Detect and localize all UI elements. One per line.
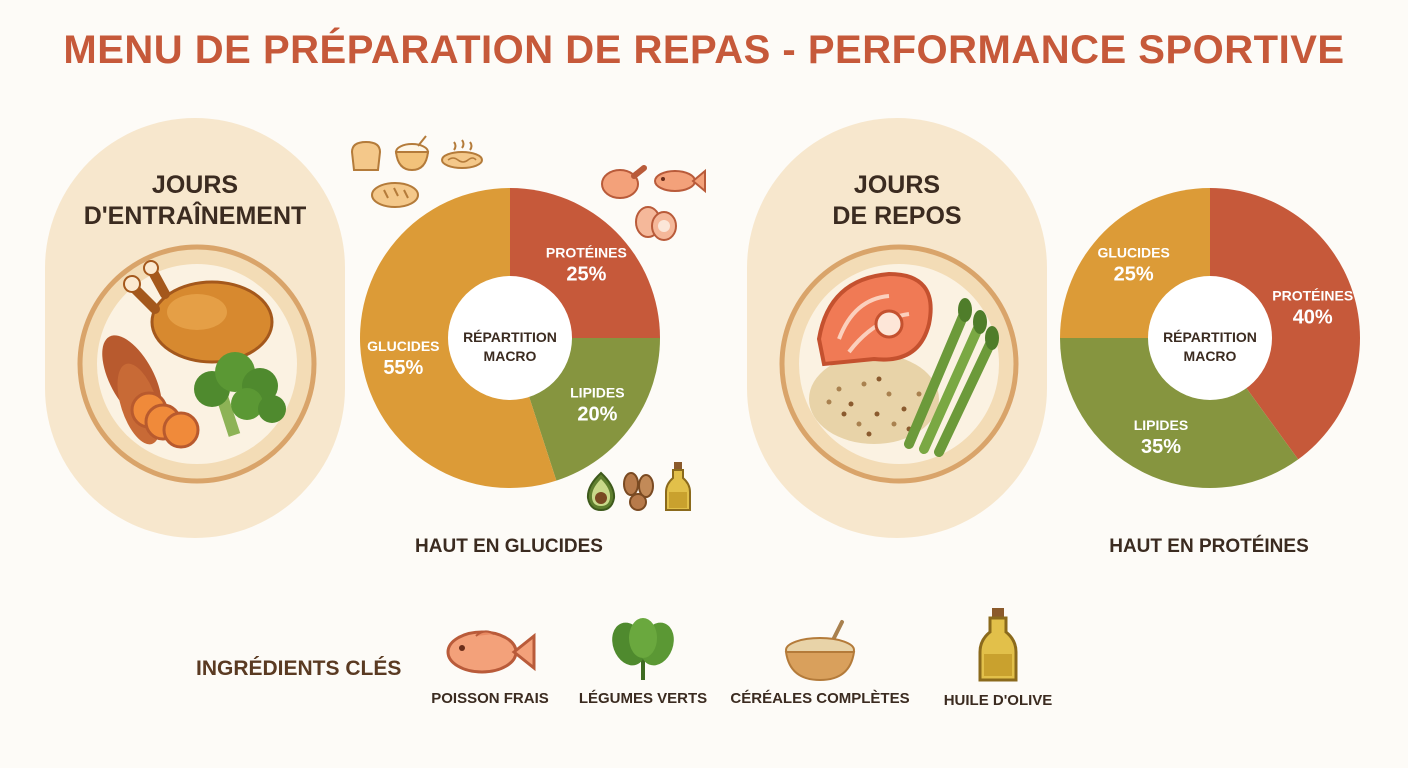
rest-title: JOURS DE REPOS — [747, 170, 1047, 232]
ingredient-item: CÉRÉALES COMPLÈTES — [720, 618, 920, 707]
noodles-icon — [441, 139, 483, 169]
rest-macro-chart: RÉPARTITION MACRO PROTÉINES 40% LIPIDES 35%… — [1060, 188, 1360, 488]
quinoa-icon — [809, 354, 939, 444]
slice-category-label: LIPIDES — [570, 384, 624, 400]
slice-category-label: LIPIDES — [1134, 417, 1188, 433]
ingredient-item: POISSON FRAIS — [390, 618, 590, 707]
rest-plate — [779, 244, 1019, 484]
training-title-line2: D'ENTRAÎNEMENT — [83, 202, 307, 230]
training-center-line1: RÉPARTITION — [463, 329, 557, 345]
chicken-leg-icon — [601, 165, 647, 199]
training-title: JOURS D'ENTRAÎNEMENT — [45, 170, 345, 232]
slice-value-label: 25% — [566, 264, 606, 286]
nuts-icon — [623, 472, 654, 511]
fish-icon — [446, 630, 536, 674]
eggs-icon — [635, 206, 677, 241]
slice-category-label: GLUCIDES — [367, 338, 439, 354]
slice-category-label: PROTÉINES — [1272, 288, 1353, 304]
oil-bottle-icon — [665, 462, 691, 511]
rest-emphasis: HAUT EN PROTÉINES — [1109, 536, 1309, 557]
slice-category-label: GLUCIDES — [1097, 245, 1169, 261]
training-center-line2: MACRO — [484, 348, 537, 364]
pie-slice-protéines — [1210, 188, 1360, 460]
bread-icon — [350, 140, 382, 171]
ingredient-label: LÉGUMES VERTS — [578, 690, 708, 707]
slice-category-label: PROTÉINES — [546, 245, 627, 261]
ingredient-label: CÉRÉALES COMPLÈTES — [730, 690, 910, 707]
asparagus-icon — [904, 298, 999, 457]
slice-value-label: 55% — [383, 357, 423, 379]
training-plate — [77, 244, 317, 484]
olive-oil-icon — [978, 608, 1018, 682]
avocado-icon — [586, 471, 616, 512]
slice-value-label: 25% — [1114, 264, 1154, 286]
training-title-line1: JOURS — [151, 171, 239, 199]
slice-value-label: 40% — [1293, 307, 1333, 329]
rest-center-line2: MACRO — [1184, 348, 1237, 364]
rice-bowl-icon — [394, 135, 430, 172]
ingredient-label: POISSON FRAIS — [431, 690, 549, 707]
grain-bowl-icon — [784, 620, 856, 682]
fish-icon — [654, 168, 706, 194]
pie-slice-lipides — [1060, 338, 1299, 488]
ingredient-item: LÉGUMES VERTS — [543, 618, 743, 707]
baguette-icon — [371, 182, 419, 208]
rest-title-line1: JOURS — [853, 171, 941, 199]
training-macro-chart: RÉPARTITION MACRO PROTÉINES 25% LIPIDES 20%… — [360, 188, 660, 488]
ingredients-heading: INGRÉDIENTS CLÉS — [196, 657, 402, 680]
training-emphasis: HAUT EN GLUCIDES — [415, 536, 603, 557]
training-chart-center — [448, 276, 572, 400]
slice-value-label: 35% — [1141, 436, 1181, 458]
slice-value-label: 20% — [577, 403, 617, 425]
rest-center-line1: RÉPARTITION — [1163, 329, 1257, 345]
sweet-potato-icon — [102, 335, 200, 449]
leafy-greens-icon — [612, 618, 674, 680]
ingredient-item: HUILE D'OLIVE — [898, 608, 1098, 709]
broccoli-icon — [194, 352, 286, 437]
roast-chicken-icon — [123, 260, 274, 364]
salmon-icon — [816, 271, 933, 367]
ingredient-label: HUILE D'OLIVE — [943, 692, 1053, 709]
rest-title-line2: DE REPOS — [832, 202, 962, 230]
rest-chart-center — [1148, 276, 1272, 400]
page-title: MENU DE PRÉPARATION DE REPAS - PERFORMAN… — [63, 28, 1345, 72]
